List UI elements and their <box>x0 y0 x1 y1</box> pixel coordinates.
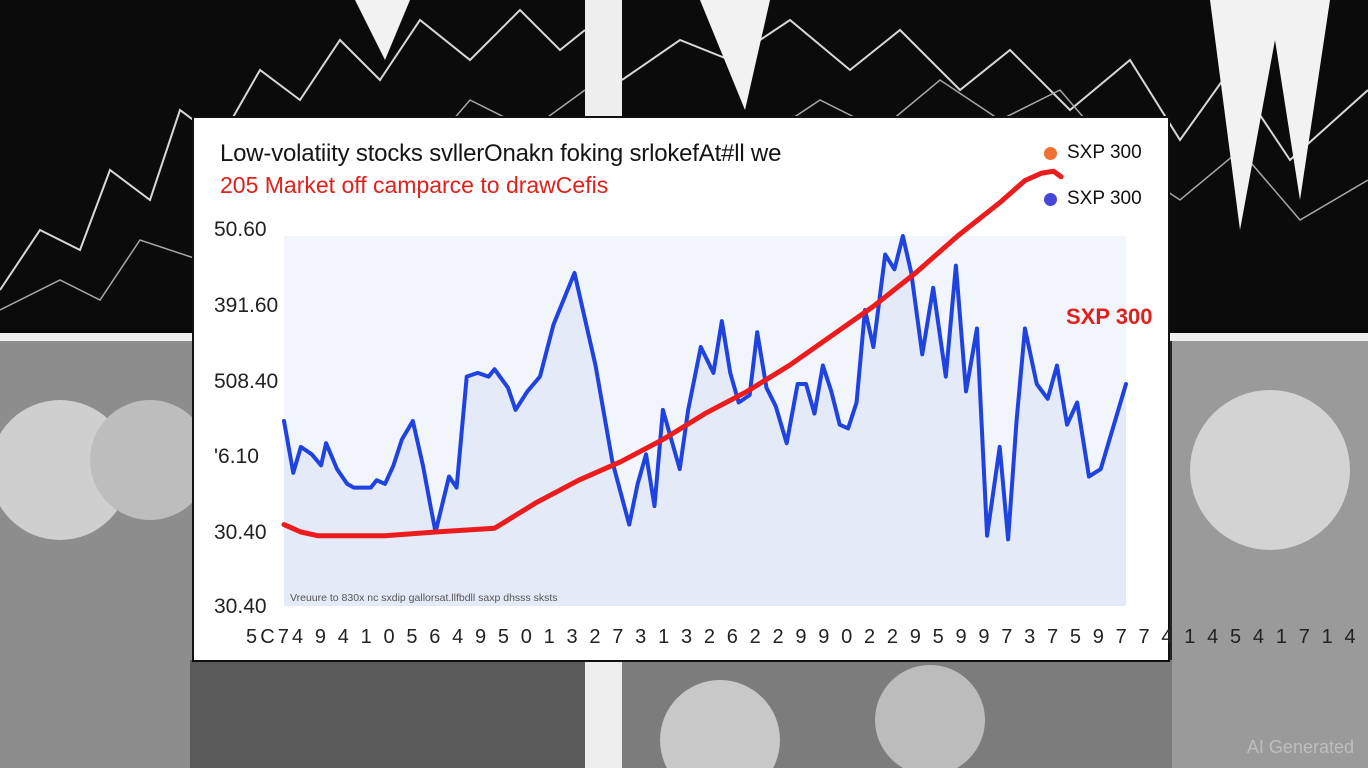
legend-swatch-orange <box>1044 146 1057 160</box>
legend-item-orange: SXP 300 <box>1044 142 1142 164</box>
chart-subtitle: 205 Market off camparce to drawCefis <box>220 172 609 198</box>
series-line-blue <box>282 234 1128 542</box>
plot-area <box>281 168 1128 606</box>
legend-item-blue: SXP 300 <box>1044 188 1142 210</box>
y-tick-label: 508.40 <box>214 370 279 393</box>
legend-label-orange: SXP 300 <box>1067 142 1142 163</box>
series-end-label: SXP 300 <box>1066 304 1153 329</box>
legend-label-blue: SXP 300 <box>1067 188 1142 209</box>
chart-title: Low-volatiity stocks svllerOnakn foking … <box>220 140 782 167</box>
y-tick-label: 50.60 <box>214 218 267 241</box>
y-tick-label: 30.40 <box>214 595 267 618</box>
y-tick-label: 30.40 <box>214 521 267 544</box>
series-line-red <box>281 168 1064 539</box>
y-tick-label: '6.10 <box>214 445 259 468</box>
y-tick-label: 391.60 <box>214 294 279 317</box>
watermark: AI Generated <box>1246 737 1354 757</box>
chart-footnote: Vreuure to 830x nc sxdip gallorsat.llfbd… <box>290 592 558 604</box>
chart-panel: Low-volatiity stocks svllerOnakn foking … <box>192 116 1359 662</box>
legend-swatch-blue <box>1044 192 1057 206</box>
x-tick-labels: 5C74 9 4 1 0 5 6 4 9 5 0 1 3 2 7 3 1 3 2… <box>246 626 1359 648</box>
legend: SXP 300 SXP 300 <box>1044 142 1142 234</box>
series-area-0 <box>284 236 1126 606</box>
